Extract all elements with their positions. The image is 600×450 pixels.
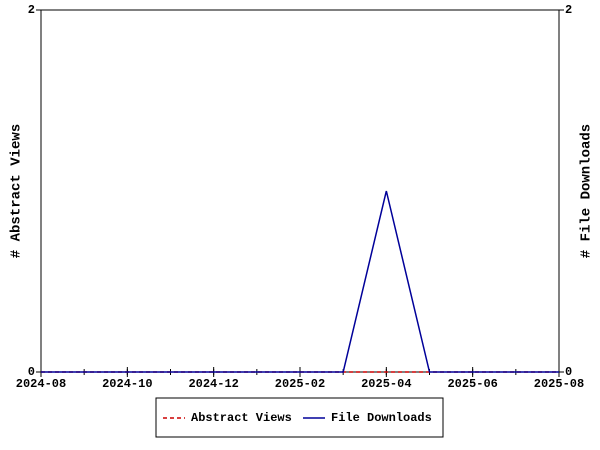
series-line — [41, 190, 559, 373]
y2-tick-label: 2 — [565, 3, 572, 17]
x-tick-label: 2025-04 — [361, 377, 411, 391]
x-tick-label: 2024-12 — [188, 377, 238, 391]
y2-tick-label: 0 — [565, 365, 572, 379]
x-tick-label: 2025-02 — [275, 377, 325, 391]
y2-axis-label: # File Downloads — [579, 124, 595, 258]
legend-label: File Downloads — [331, 411, 432, 425]
x-tick-label: 2024-08 — [16, 377, 66, 391]
x-tick-label: 2025-06 — [447, 377, 497, 391]
y-tick-label: 2 — [28, 3, 35, 17]
y-tick-label: 0 — [28, 365, 35, 379]
legend-label: Abstract Views — [191, 411, 292, 425]
x-tick-label: 2025-08 — [534, 377, 584, 391]
x-tick-label: 2024-10 — [102, 377, 152, 391]
y-axis-label: # Abstract Views — [9, 124, 25, 258]
legend — [155, 397, 444, 438]
